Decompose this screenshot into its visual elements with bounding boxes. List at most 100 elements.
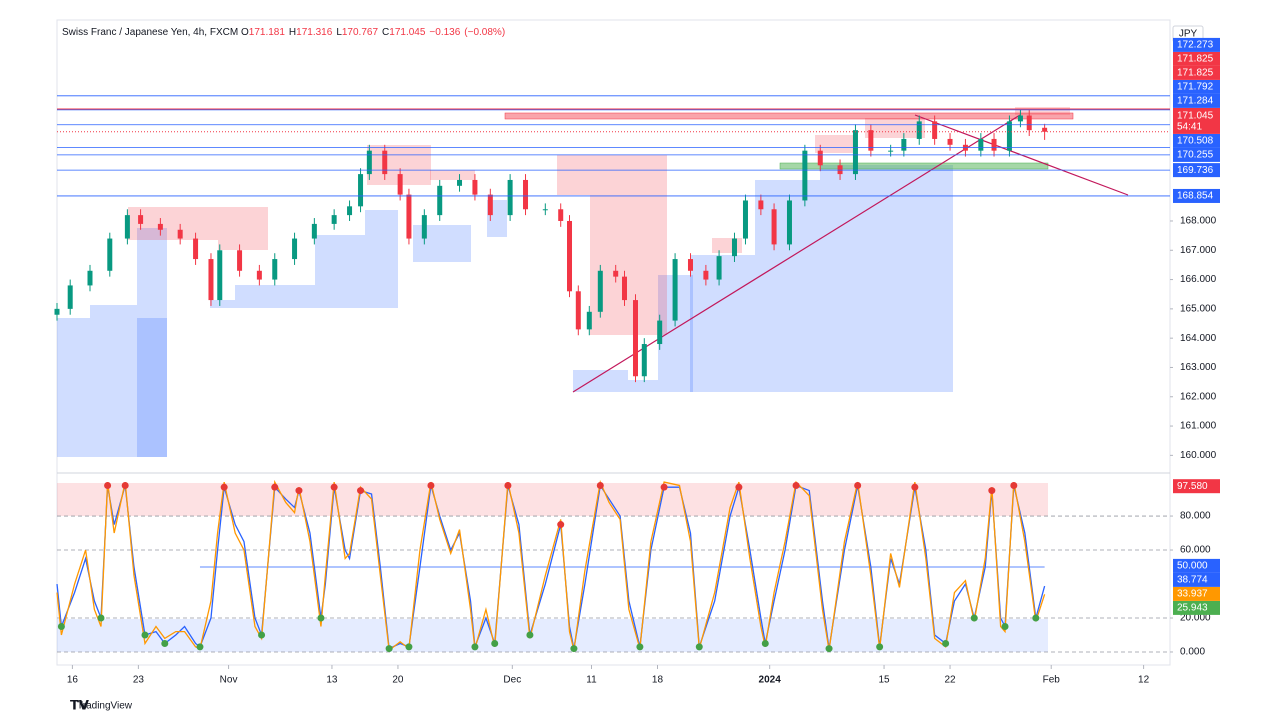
oversold-dot (876, 643, 884, 651)
overbought-dot (295, 487, 303, 495)
y-tick-label: 162.000 (1180, 391, 1217, 402)
candle-body (802, 150, 808, 201)
oversold-dot (405, 643, 413, 651)
candle-body (366, 150, 372, 175)
candle-body (177, 229, 183, 239)
candle-body (67, 285, 73, 309)
currency: JPY (1179, 29, 1198, 40)
candle-body (947, 138, 953, 145)
marker-label: 97.580 (1177, 481, 1208, 492)
x-tick-label: 20 (392, 675, 404, 686)
y-tick-label: 167.000 (1180, 245, 1217, 256)
candle-body (888, 150, 894, 152)
current-price-label-box (1173, 107, 1220, 134)
support-fills (57, 165, 953, 457)
candle-body (217, 250, 223, 301)
oversold-dot (1032, 614, 1040, 622)
candle-body (472, 179, 478, 195)
y-tick-label: 80.000 (1180, 511, 1211, 522)
candle-body (613, 270, 619, 277)
level-label: 50.000 (1177, 561, 1208, 572)
candle-body (358, 174, 364, 207)
oversold-dot (161, 639, 169, 647)
price-label: 170.255 (1177, 150, 1214, 161)
candle-body (852, 130, 858, 175)
resistance-fills (128, 107, 1070, 335)
candle-body (837, 165, 843, 175)
price-label: 171.825 (1177, 68, 1214, 79)
last-value-label-box (1173, 586, 1220, 601)
candle-body (382, 150, 388, 175)
resistance-zone (504, 112, 1074, 120)
candle-body (901, 138, 907, 151)
candle-body (311, 223, 317, 239)
candle-body (1006, 121, 1012, 151)
overbought-dot (220, 483, 228, 491)
candle-body (758, 200, 764, 210)
overbought-dot (121, 481, 129, 489)
candle-body (687, 259, 693, 271)
candle-body (487, 194, 493, 216)
overbought-dot (330, 483, 338, 491)
x-tick-label: 18 (652, 675, 664, 686)
candle-body (771, 209, 777, 245)
candle-body (457, 179, 463, 186)
price-label-box (1173, 93, 1220, 108)
candle-body (597, 270, 603, 312)
candle-body (786, 200, 792, 245)
candle-body (331, 215, 337, 224)
ohlc-value: 171.181 (248, 27, 285, 38)
candle-body (157, 223, 163, 230)
price-label-box (1173, 188, 1220, 203)
overbought-dot (660, 483, 668, 491)
oversold-dot (825, 645, 833, 653)
candle-body (641, 344, 647, 377)
candle-body (567, 220, 573, 292)
candle-body (632, 300, 638, 377)
candle-body (575, 291, 581, 330)
candle-body (272, 259, 278, 280)
candle-body (731, 238, 737, 257)
x-tick-label: Nov (220, 675, 238, 686)
x-tick-label: Dec (503, 675, 521, 686)
candle-body (292, 238, 298, 260)
candle-body (406, 194, 412, 239)
oversold-dot (636, 643, 644, 651)
y-tick-label: 20.000 (1180, 613, 1211, 624)
y-tick-label: 161.000 (1180, 421, 1217, 432)
marker-label-box (1173, 479, 1220, 494)
candle-body (208, 259, 214, 301)
overbought-dot (357, 487, 365, 495)
oversold-dot (761, 639, 769, 647)
ohlc-value: 170.767 (341, 27, 379, 38)
y-tick-label: 165.000 (1180, 304, 1217, 315)
price-label: 170.508 (1177, 136, 1214, 147)
candle-body (542, 209, 548, 211)
candle-body (978, 138, 984, 151)
x-tick-label: 22 (944, 675, 956, 686)
symbol: Swiss Franc / Japanese Yen, 4h, FXCM (62, 27, 239, 38)
candles (54, 109, 1048, 383)
ohlc-value: 171.316 (296, 27, 333, 38)
price-label: 171.792 (1177, 82, 1214, 93)
candle-body (716, 256, 722, 280)
symbol-header: Swiss Franc / Japanese Yen, 4h, FXCM O17… (62, 27, 509, 38)
marker-label-box (1173, 600, 1220, 615)
candle-body (397, 174, 403, 195)
overbought-dot (427, 481, 435, 489)
oversold-dot (385, 645, 393, 653)
y-tick-label: 160.000 (1180, 450, 1217, 461)
candle-body (523, 179, 529, 210)
oversold-dot (97, 614, 105, 622)
countdown: 54:41 (1177, 122, 1202, 133)
oversold-dot (942, 639, 950, 647)
overbought-dot (735, 483, 743, 491)
change-pct: (−0.08%) (464, 27, 506, 38)
candle-body (1042, 127, 1048, 132)
price-label: 171.284 (1177, 96, 1214, 107)
y-tick-label: 163.000 (1180, 362, 1217, 373)
x-tick-label: Feb (1043, 675, 1061, 686)
ohlc-key: O (240, 27, 249, 38)
overbought-dot (1010, 481, 1018, 489)
